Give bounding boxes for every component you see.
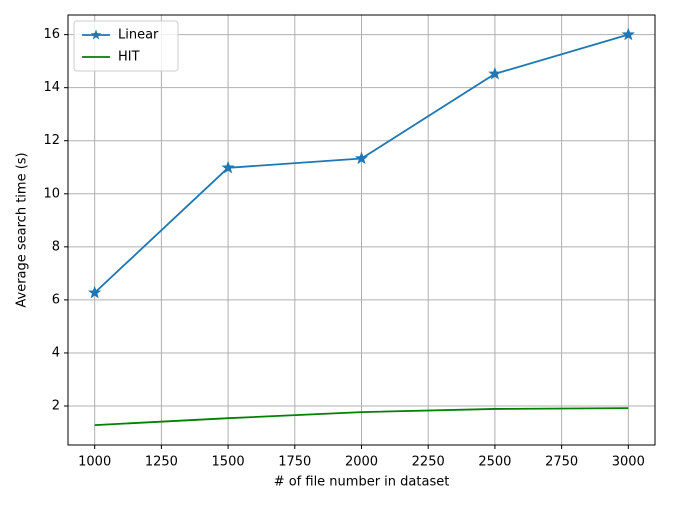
grid — [68, 15, 655, 445]
point-marker — [354, 151, 369, 165]
y-tick-label: 6 — [52, 292, 60, 307]
x-tick-label: 3000 — [612, 455, 645, 470]
y-tick-label: 2 — [52, 399, 60, 414]
y-tick-label: 4 — [52, 345, 60, 360]
x-tick-label: 1500 — [212, 455, 245, 470]
point-marker — [488, 66, 502, 80]
point-marker — [621, 27, 635, 41]
y-tick-label: 12 — [43, 133, 60, 148]
y-tick-label: 8 — [52, 239, 60, 254]
legend-marker — [90, 29, 102, 40]
plot-lines — [88, 27, 635, 427]
x-tick-label: 1250 — [145, 455, 178, 470]
x-tick-label: 2250 — [412, 455, 445, 470]
x-tick-label: 2750 — [545, 455, 578, 470]
y-tick-label: 10 — [43, 186, 60, 201]
y-tick-label: 16 — [43, 27, 60, 42]
x-tick-label: 1000 — [78, 455, 111, 470]
series-line — [94, 407, 629, 427]
x-tick-label: 2000 — [345, 455, 378, 470]
y-tick-label: 14 — [43, 80, 60, 95]
x-tick-label: 1750 — [278, 455, 311, 470]
x-tick-label: 2500 — [478, 455, 511, 470]
point-marker — [88, 285, 102, 299]
legend-label: HIT — [118, 50, 140, 65]
legend-label: Linear — [118, 28, 159, 43]
legend: Linear HIT — [73, 20, 179, 72]
point-marker — [221, 160, 235, 174]
y-axis-label: Average search time (s) — [15, 152, 30, 307]
x-axis-label: # of file number in dataset — [274, 475, 450, 490]
